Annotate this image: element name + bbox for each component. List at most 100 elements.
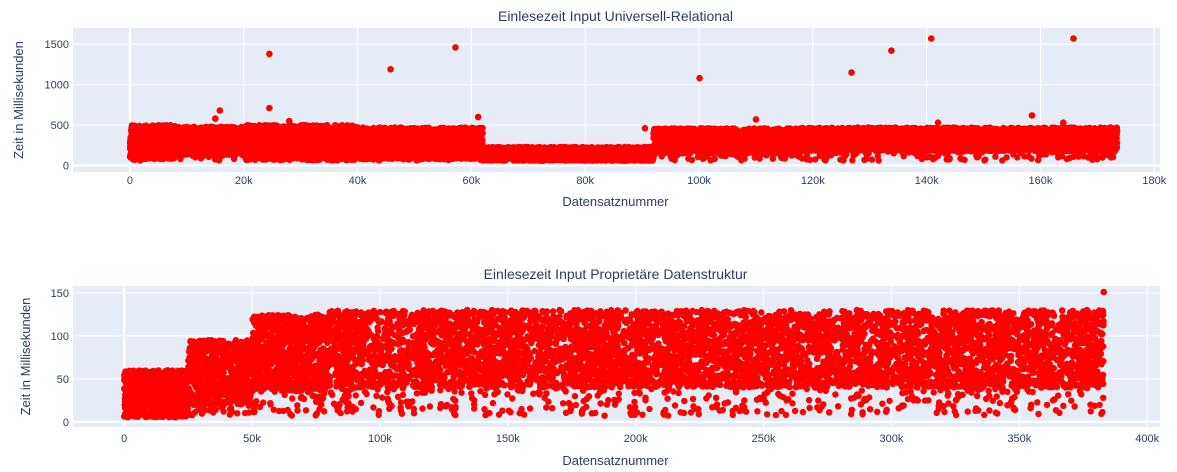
data-point	[371, 143, 377, 149]
data-point	[136, 143, 142, 149]
data-point	[309, 139, 315, 145]
data-point	[270, 157, 276, 163]
data-point	[411, 125, 417, 131]
data-point	[457, 127, 463, 133]
data-point	[130, 128, 136, 134]
data-point	[377, 151, 383, 157]
data-point	[331, 127, 337, 133]
data-point	[257, 141, 263, 147]
data-point	[348, 138, 354, 144]
data-point	[251, 134, 257, 140]
data-point	[127, 137, 133, 143]
data-point	[161, 146, 167, 152]
data-point	[144, 129, 150, 135]
data-point	[270, 133, 276, 139]
data-point	[159, 124, 165, 130]
data-point	[435, 126, 441, 132]
data-point	[272, 148, 278, 154]
data-point	[363, 129, 369, 135]
data-point	[390, 132, 396, 138]
data-point	[297, 130, 303, 136]
data-point	[136, 124, 142, 130]
data-point	[320, 139, 326, 145]
data-point	[138, 151, 144, 157]
data-point	[449, 151, 455, 157]
data-point	[406, 156, 412, 162]
data-point	[130, 156, 136, 162]
data-point	[157, 156, 163, 162]
data-point	[314, 156, 320, 162]
data-point	[200, 151, 206, 157]
data-point	[436, 132, 442, 138]
data-point	[199, 130, 205, 136]
data-point	[440, 152, 446, 158]
data-point	[135, 135, 141, 141]
data-point	[203, 124, 209, 130]
data-point	[263, 139, 269, 145]
data-point	[190, 129, 196, 135]
data-point	[220, 152, 226, 158]
data-point	[327, 142, 333, 148]
data-point	[401, 136, 407, 142]
data-point	[343, 132, 349, 138]
data-point	[318, 125, 324, 131]
data-point	[436, 142, 442, 148]
data-point	[291, 131, 297, 137]
data-point	[429, 142, 435, 148]
data-point	[227, 128, 233, 134]
data-point	[378, 138, 384, 144]
data-point	[189, 138, 195, 144]
data-point	[254, 127, 260, 133]
data-point	[279, 131, 285, 137]
data-point	[443, 146, 449, 152]
data-point	[287, 155, 293, 161]
data-point	[259, 153, 265, 159]
data-point	[298, 123, 304, 129]
data-point	[310, 132, 316, 138]
data-point	[389, 153, 395, 159]
data-point	[450, 130, 456, 136]
data-point	[213, 147, 219, 153]
data-point	[383, 154, 389, 160]
data-point	[281, 138, 287, 144]
data-point	[361, 156, 367, 162]
data-point	[137, 157, 143, 163]
data-point	[197, 139, 203, 145]
data-point	[371, 152, 377, 158]
data-point	[248, 123, 254, 129]
data-point	[242, 129, 248, 135]
data-point	[295, 152, 301, 158]
data-point	[365, 145, 371, 151]
data-point	[342, 152, 348, 158]
data-point	[211, 136, 217, 142]
data-point	[443, 138, 449, 144]
data-point	[233, 126, 239, 132]
data-point	[445, 125, 451, 131]
data-point	[477, 138, 483, 144]
data-point	[335, 145, 341, 151]
data-point	[307, 153, 313, 159]
data-point	[467, 154, 473, 160]
data-point	[174, 129, 180, 135]
data-point	[177, 141, 183, 147]
data-point	[470, 141, 476, 147]
data-point	[467, 129, 473, 135]
data-point	[192, 154, 198, 160]
data-point	[459, 138, 465, 144]
top-scatter-plot: 0 20k 40k 60k 80k 100k 120k 140k 160k 180k0500100…	[11, 8, 1167, 209]
data-point	[381, 126, 387, 132]
data-point	[428, 154, 434, 160]
data-point	[319, 152, 325, 158]
data-point	[334, 133, 340, 139]
data-point	[324, 128, 330, 134]
data-point	[283, 124, 289, 130]
data-point	[434, 151, 440, 157]
data-point	[460, 150, 466, 156]
data-point	[419, 125, 425, 131]
data-point	[450, 140, 456, 146]
data-point	[173, 152, 179, 158]
data-point	[226, 149, 232, 155]
data-point	[414, 137, 420, 143]
data-point	[336, 152, 342, 158]
